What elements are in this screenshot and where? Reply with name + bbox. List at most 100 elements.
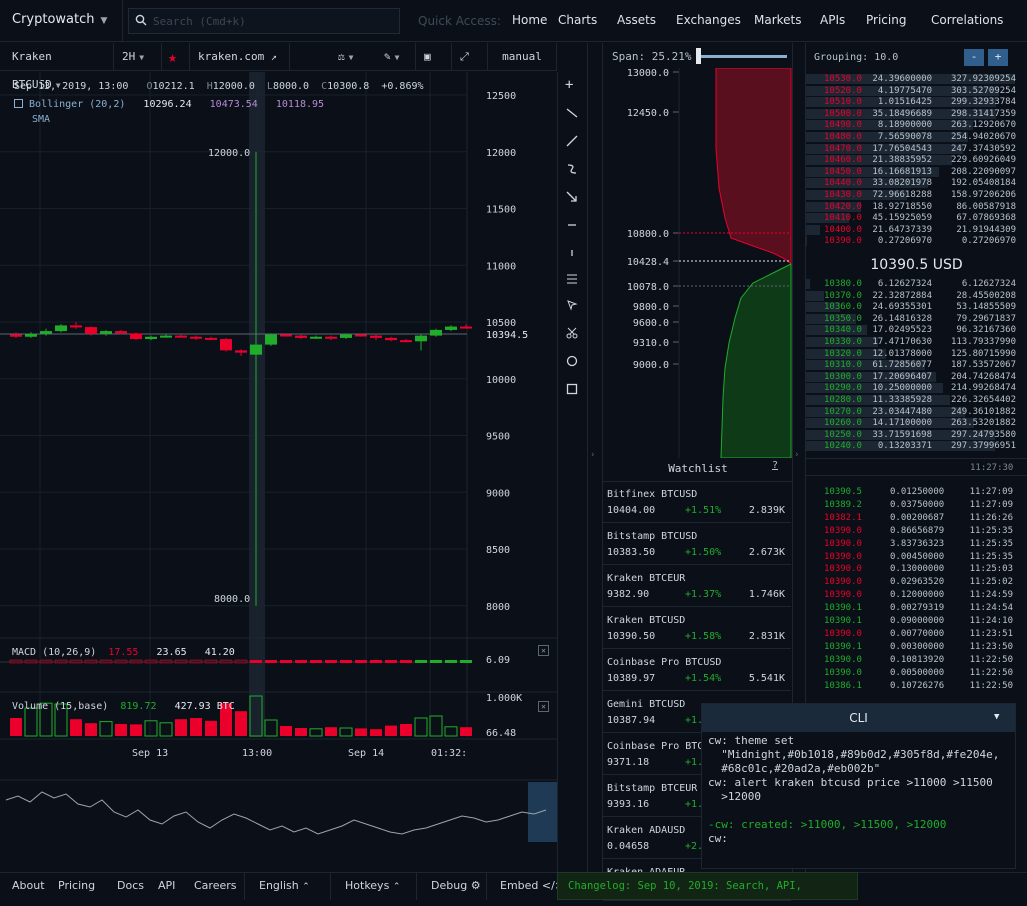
bid-row[interactable]: 10270.0 23.03447480 249.36101882: [806, 406, 1027, 417]
horizontal-line-icon[interactable]: [565, 218, 579, 232]
pointer-tool-icon[interactable]: [565, 298, 579, 312]
close-macd-icon[interactable]: ✕: [538, 645, 549, 656]
interval-select[interactable]: 2H ▼: [114, 43, 162, 71]
watchlist-item[interactable]: Kraken BTCUSD 10390.50 +1.58% 2.831K: [603, 609, 791, 649]
ask-row[interactable]: 10460.0 21.38835952 229.60926049: [806, 155, 1027, 166]
bid-row[interactable]: 10240.0 0.13203371 297.37996951: [806, 441, 1027, 452]
watchlist-item[interactable]: Coinbase Pro BTCUSD 10389.97 +1.54% 5.541K: [603, 651, 791, 691]
bid-row[interactable]: 10320.0 12.01378000 125.80715990: [806, 348, 1027, 359]
ray-tool-icon[interactable]: [565, 134, 579, 148]
ask-row[interactable]: 10410.0 45.15925059 67.07869368: [806, 213, 1027, 224]
ask-row[interactable]: 10510.0 1.01516425 299.32933784: [806, 97, 1027, 108]
footer-link-pricing[interactable]: Pricing: [58, 879, 96, 892]
crosshair-icon[interactable]: +: [565, 77, 574, 93]
bid-row[interactable]: 10260.0 14.17100000 263.53201882: [806, 418, 1027, 429]
nav-link-home[interactable]: Home: [512, 13, 548, 27]
curve-tool-icon[interactable]: [565, 162, 579, 176]
watchlist-item[interactable]: Bitstamp BTCEUR 9393.16 +1.2: [603, 777, 791, 817]
ask-row[interactable]: 10520.0 4.19775470 303.52709254: [806, 85, 1027, 96]
nav-link-markets[interactable]: Markets: [754, 13, 802, 27]
span-slider-handle[interactable]: [696, 48, 701, 64]
ask-row[interactable]: 10470.0 17.76504543 247.37430592: [806, 143, 1027, 154]
ask-row[interactable]: 10440.0 33.08201978 192.05408184: [806, 178, 1027, 189]
cli-panel[interactable]: CLI ▼ cw: theme set "Midnight,#0b1018,#8…: [701, 703, 1016, 869]
ask-price: 10390.0: [824, 236, 862, 247]
bid-row[interactable]: 10370.0 22.32872884 28.45500208: [806, 290, 1027, 301]
arrow-tool-icon[interactable]: [565, 190, 579, 204]
watchlist-help-icon[interactable]: ?: [772, 460, 779, 471]
ask-row[interactable]: 10490.0 8.18900000 263.12920670: [806, 120, 1027, 131]
bid-row[interactable]: 10340.0 17.02495523 96.32167360: [806, 325, 1027, 336]
watchlist-item[interactable]: Kraken BTCEUR 9382.90 +1.37% 1.746K: [603, 567, 791, 607]
bid-row[interactable]: 10280.0 11.33385928 226.32654402: [806, 395, 1027, 405]
checkbox-icon[interactable]: [14, 99, 23, 108]
span-slider-track[interactable]: [697, 55, 787, 58]
rectangle-tool-icon[interactable]: [565, 382, 579, 396]
draw-pencil-icon[interactable]: ✎ ▼: [376, 43, 416, 71]
ask-row[interactable]: 10420.0 18.92718550 86.00587918: [806, 201, 1027, 212]
favorite-star-icon[interactable]: ★: [162, 43, 190, 71]
watchlist-item[interactable]: Bitfinex BTCUSD 10404.00 +1.51% 2.839K: [603, 483, 791, 523]
fib-tool-icon[interactable]: [565, 272, 579, 286]
bid-row[interactable]: 10330.0 17.47170630 113.79337990: [806, 337, 1027, 347]
embed-button[interactable]: Embed </>: [500, 879, 564, 892]
nav-link-charts[interactable]: Charts: [558, 13, 598, 27]
scale-icon[interactable]: ⚖ ▼: [338, 50, 354, 63]
watchlist-item[interactable]: Coinbase Pro BTC 9371.18 +1.2: [603, 735, 791, 775]
screenshot-icon[interactable]: ▣: [416, 43, 452, 71]
ask-total: 263.12920670: [950, 120, 1016, 131]
nav-link-correlations[interactable]: Correlations: [931, 13, 1004, 27]
cli-header[interactable]: CLI: [702, 704, 1015, 732]
bid-row[interactable]: 10350.0 26.14816328 79.29671837: [806, 313, 1027, 324]
nav-link-apis[interactable]: APIs: [820, 13, 846, 27]
nav-link-assets[interactable]: Assets: [617, 13, 657, 27]
bid-row[interactable]: 10360.0 24.69355301 53.14855509: [806, 302, 1027, 313]
footer-link-about[interactable]: About: [12, 879, 45, 892]
exchange-link[interactable]: kraken.com ↗: [190, 43, 290, 71]
collapse-right-icon[interactable]: ›: [794, 450, 800, 460]
price-chart[interactable]: 12500 12000 11500 11000 10500 10000 9500 9000 85…: [0, 72, 557, 852]
line-tool-icon[interactable]: [565, 106, 579, 120]
ask-row[interactable]: 10450.0 16.16681913 208.22090097: [806, 166, 1027, 177]
grouping-plus-button[interactable]: +: [988, 49, 1008, 66]
nav-link-pricing[interactable]: Pricing: [866, 13, 907, 27]
changelog-link[interactable]: Changelog: Sep 10, 2019: Search, API, Po…: [557, 872, 858, 900]
watchlist-item[interactable]: Gemini BTCUSD 10387.94 +1.4: [603, 693, 791, 733]
fullscreen-icon[interactable]: ⤢: [452, 43, 488, 71]
debug-menu[interactable]: Debug ⚙: [431, 879, 481, 892]
bid-row[interactable]: 10380.0 6.12627324 6.12627324: [806, 279, 1027, 289]
close-volume-icon[interactable]: ✕: [538, 701, 549, 712]
language-select[interactable]: English ⌃: [259, 879, 310, 892]
footer-link-api[interactable]: API: [158, 879, 176, 892]
vertical-line-icon[interactable]: [565, 246, 579, 260]
chevron-down-icon[interactable]: ▼: [994, 712, 1000, 722]
ask-row[interactable]: 10500.0 35.18496689 298.31417359: [806, 108, 1027, 119]
ask-row[interactable]: 10530.0 24.39600000 327.92309254: [806, 74, 1027, 84]
scale-mode-button[interactable]: manual: [488, 43, 557, 71]
bid-row[interactable]: 10290.0 10.25000000 214.99268474: [806, 383, 1027, 394]
hotkeys-menu[interactable]: Hotkeys ⌃: [345, 879, 400, 892]
grouping-minus-button[interactable]: -: [964, 49, 984, 66]
search-box[interactable]: [128, 8, 400, 34]
footer-link-careers[interactable]: Careers: [194, 879, 237, 892]
ask-row[interactable]: 10480.0 7.56590078 254.94020670: [806, 132, 1027, 142]
scissors-icon[interactable]: [565, 326, 579, 340]
bid-row[interactable]: 10310.0 61.72856077 187.53572067: [806, 360, 1027, 371]
trade-amount: 0.00770000: [890, 628, 945, 639]
bollinger-legend[interactable]: Bollinger (20,2) 10296.24 10473.54 10118…: [14, 99, 324, 110]
ask-row[interactable]: 10390.0 0.27206970 0.27206970: [806, 236, 1027, 247]
footer-link-docs[interactable]: Docs: [117, 879, 144, 892]
market-select[interactable]: Kraken BTCUSD ▼: [4, 43, 114, 91]
nav-link-exchanges[interactable]: Exchanges: [676, 13, 741, 27]
watchlist-item[interactable]: Bitstamp BTCUSD 10383.50 +1.50% 2.673K: [603, 525, 791, 565]
chart-canvas[interactable]: 12500 12000 11500 11000 10500 10000 9500 9000 85…: [0, 72, 557, 852]
circle-tool-icon[interactable]: [565, 354, 579, 368]
collapse-left-icon[interactable]: ›: [590, 450, 596, 460]
ask-row[interactable]: 10430.0 72.96618288 158.97206206: [806, 190, 1027, 200]
brand-menu[interactable]: Cryptowatch ▼: [12, 12, 107, 27]
bid-row[interactable]: 10300.0 17.20696407 204.74268474: [806, 371, 1027, 382]
watchlist-item[interactable]: Kraken ADAUSD 0.04658 +2.4: [603, 819, 791, 859]
search-input[interactable]: [153, 12, 393, 30]
ask-row[interactable]: 10400.0 21.64737339 21.91944309: [806, 224, 1027, 235]
bid-row[interactable]: 10250.0 33.71591698 297.24793580: [806, 429, 1027, 440]
